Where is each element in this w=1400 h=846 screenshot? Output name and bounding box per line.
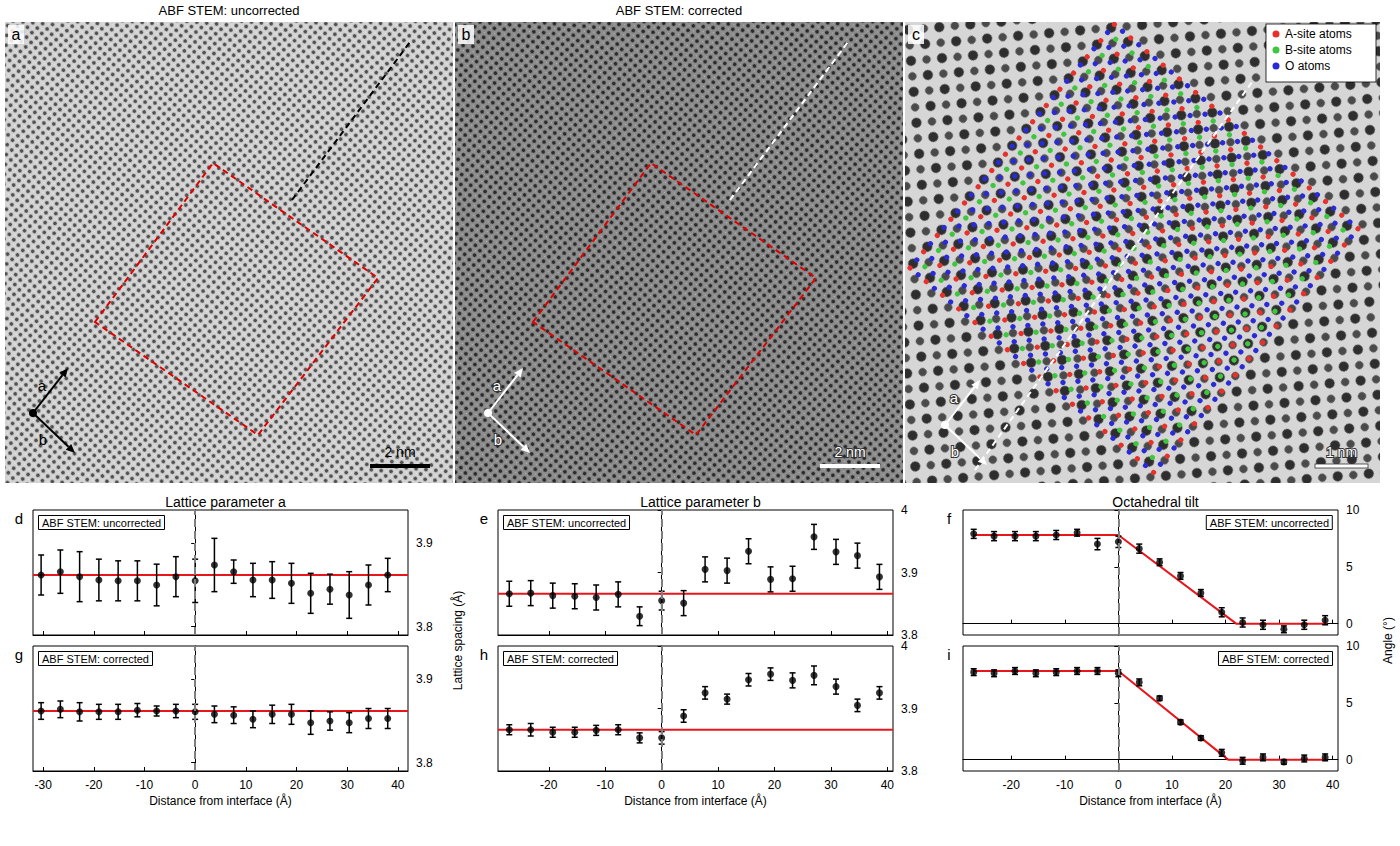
svg-text:20: 20 — [1219, 778, 1233, 792]
svg-text:a: a — [38, 377, 47, 394]
svg-text:Lattice parameter a: Lattice parameter a — [165, 494, 286, 510]
svg-text:Angle (°): Angle (°) — [1381, 617, 1395, 664]
svg-text:5: 5 — [1346, 696, 1353, 710]
svg-text:0: 0 — [192, 778, 199, 792]
svg-text:ABF STEM: corrected: ABF STEM: corrected — [1222, 653, 1329, 665]
svg-text:O atoms: O atoms — [1285, 59, 1330, 73]
svg-text:ABF STEM: uncorrected: ABF STEM: uncorrected — [42, 517, 161, 529]
svg-text:A-site atoms: A-site atoms — [1285, 27, 1352, 41]
svg-text:20: 20 — [768, 778, 782, 792]
svg-text:2 nm: 2 nm — [834, 444, 865, 460]
svg-text:ABF STEM: uncorrected: ABF STEM: uncorrected — [1210, 517, 1329, 529]
svg-text:-30: -30 — [34, 778, 52, 792]
svg-text:ABF STEM: uncorrected: ABF STEM: uncorrected — [507, 517, 626, 529]
svg-text:4: 4 — [901, 503, 908, 517]
svg-text:a: a — [12, 26, 21, 43]
svg-text:0: 0 — [658, 778, 665, 792]
svg-text:3.8: 3.8 — [416, 620, 433, 634]
svg-text:40: 40 — [881, 778, 895, 792]
svg-text:h: h — [480, 646, 488, 663]
svg-text:10: 10 — [239, 778, 253, 792]
svg-text:d: d — [15, 510, 23, 527]
svg-text:3.8: 3.8 — [901, 764, 918, 778]
svg-text:-20: -20 — [85, 778, 103, 792]
svg-text:3.9: 3.9 — [416, 672, 433, 686]
svg-text:ABF STEM: corrected: ABF STEM: corrected — [507, 653, 614, 665]
svg-text:3.8: 3.8 — [901, 628, 918, 642]
svg-text:3.9: 3.9 — [416, 536, 433, 550]
svg-text:f: f — [947, 510, 952, 527]
svg-text:Lattice parameter b: Lattice parameter b — [640, 494, 761, 510]
svg-text:Distance from interface (Å): Distance from interface (Å) — [624, 793, 767, 808]
svg-text:B-site atoms: B-site atoms — [1285, 43, 1352, 57]
svg-text:b: b — [462, 26, 471, 43]
svg-text:30: 30 — [341, 778, 355, 792]
svg-text:20: 20 — [290, 778, 304, 792]
svg-text:0: 0 — [1346, 617, 1353, 631]
svg-text:4: 4 — [901, 639, 908, 653]
svg-text:30: 30 — [1272, 778, 1286, 792]
svg-text:10: 10 — [1346, 503, 1360, 517]
svg-text:e: e — [480, 510, 488, 527]
svg-text:-10: -10 — [597, 778, 615, 792]
svg-text:a: a — [493, 377, 502, 394]
svg-text:5: 5 — [1346, 560, 1353, 574]
svg-text:0: 0 — [1115, 778, 1122, 792]
svg-text:b: b — [494, 431, 502, 448]
svg-text:1 nm: 1 nm — [1326, 444, 1357, 460]
svg-text:Distance from interface (Å): Distance from interface (Å) — [149, 793, 292, 808]
svg-text:40: 40 — [1326, 778, 1340, 792]
svg-text:40: 40 — [391, 778, 405, 792]
svg-text:Lattice spacing (Å): Lattice spacing (Å) — [450, 591, 465, 690]
svg-text:ABF STEM: corrected: ABF STEM: corrected — [616, 3, 742, 18]
svg-text:b: b — [39, 431, 47, 448]
svg-text:0: 0 — [1346, 753, 1353, 767]
svg-text:a: a — [950, 389, 959, 406]
svg-text:b: b — [951, 443, 959, 460]
svg-text:3.9: 3.9 — [901, 566, 918, 580]
svg-text:ABF STEM: uncorrected: ABF STEM: uncorrected — [159, 3, 300, 18]
svg-text:-10: -10 — [136, 778, 154, 792]
svg-text:10: 10 — [1165, 778, 1179, 792]
svg-text:10: 10 — [711, 778, 725, 792]
svg-text:i: i — [947, 646, 950, 663]
svg-text:-20: -20 — [540, 778, 558, 792]
svg-text:3.9: 3.9 — [901, 702, 918, 716]
svg-text:Distance from interface (Å): Distance from interface (Å) — [1079, 793, 1222, 808]
svg-text:10: 10 — [1346, 639, 1360, 653]
svg-text:Octahedral tilt: Octahedral tilt — [1112, 494, 1198, 510]
svg-text:3.8: 3.8 — [416, 756, 433, 770]
svg-text:30: 30 — [824, 778, 838, 792]
svg-text:ABF STEM: corrected: ABF STEM: corrected — [42, 653, 149, 665]
svg-text:c: c — [912, 26, 920, 43]
svg-text:2 nm: 2 nm — [384, 444, 415, 460]
svg-text:-10: -10 — [1056, 778, 1074, 792]
svg-text:g: g — [15, 646, 23, 663]
svg-text:-20: -20 — [1003, 778, 1021, 792]
